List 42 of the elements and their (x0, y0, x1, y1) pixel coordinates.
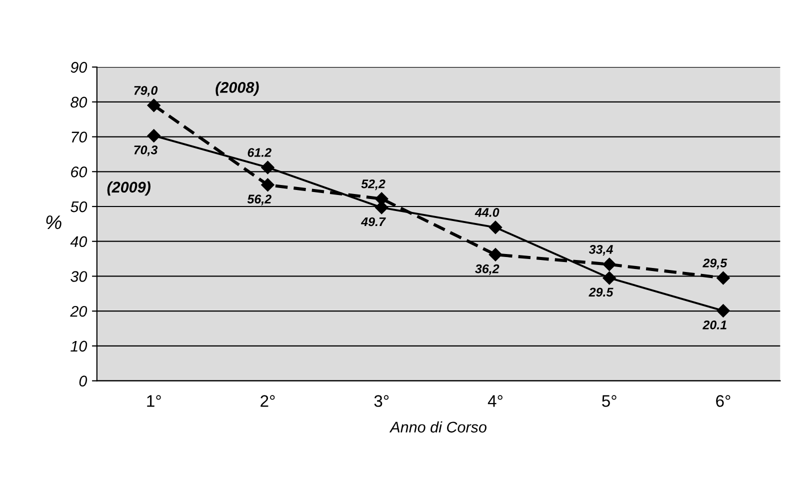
point (488, 248, 502, 262)
text: (2008) (216, 82, 259, 96)
y-axis-title: % (46, 215, 62, 230)
y-tick-label: 70 (72, 132, 88, 142)
x-tick-label: 3° (374, 395, 389, 407)
data-label: 29.5 (588, 288, 614, 297)
point (147, 129, 160, 142)
y-tick-label: 40 (70, 236, 88, 248)
data-label: 61.2 (248, 148, 272, 157)
point (602, 271, 616, 285)
y-tick-label: 0 (79, 376, 88, 386)
y-tick-label: 20 (70, 306, 88, 317)
point (716, 304, 730, 318)
x-tick-label: 1° (147, 395, 161, 407)
data-label: 33,4 (588, 244, 613, 256)
y-tick-label: 30 (70, 271, 88, 282)
x-tick-label: 4° (488, 395, 502, 407)
y-tick-label: 80 (70, 96, 88, 108)
data-label: 20.1 (702, 320, 726, 330)
data-label: 29,5 (702, 258, 728, 270)
point (147, 98, 160, 112)
point (716, 271, 730, 285)
data-label: 44.0 (474, 208, 500, 217)
x-tick-label: 5° (602, 395, 616, 407)
point (261, 160, 274, 174)
data-label: 56,2 (247, 194, 272, 206)
point (261, 178, 274, 192)
x-tick-label: 2° (260, 395, 275, 407)
y-tick-label: 10 (70, 340, 88, 352)
data-label: 52,2 (361, 179, 386, 190)
x-axis-title: Anno di Corso (389, 421, 486, 433)
data-label: 70,3 (134, 146, 158, 156)
data-label: 36,2 (475, 264, 500, 276)
x-tick-label: 6° (716, 395, 730, 407)
data-label: 49.7 (360, 217, 386, 226)
point (602, 258, 616, 271)
y-tick-label: 50 (70, 201, 88, 212)
y-tick-label: 90 (70, 62, 88, 73)
y-tick-label: 60 (71, 166, 88, 178)
data-label: 79,0 (134, 86, 158, 97)
text: (2009) (107, 181, 150, 196)
point (488, 220, 502, 234)
